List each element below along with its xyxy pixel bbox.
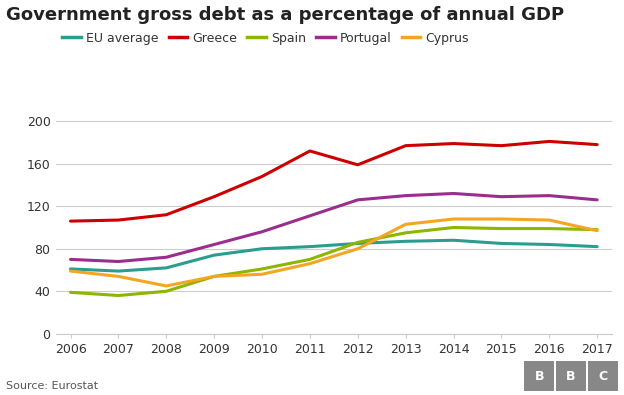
Text: B: B — [566, 370, 576, 383]
Text: B: B — [534, 370, 544, 383]
Text: Government gross debt as a percentage of annual GDP: Government gross debt as a percentage of… — [6, 6, 564, 24]
Text: C: C — [598, 370, 607, 383]
Text: Source: Eurostat: Source: Eurostat — [6, 381, 99, 391]
Legend: EU average, Greece, Spain, Portugal, Cyprus: EU average, Greece, Spain, Portugal, Cyp… — [62, 32, 469, 45]
